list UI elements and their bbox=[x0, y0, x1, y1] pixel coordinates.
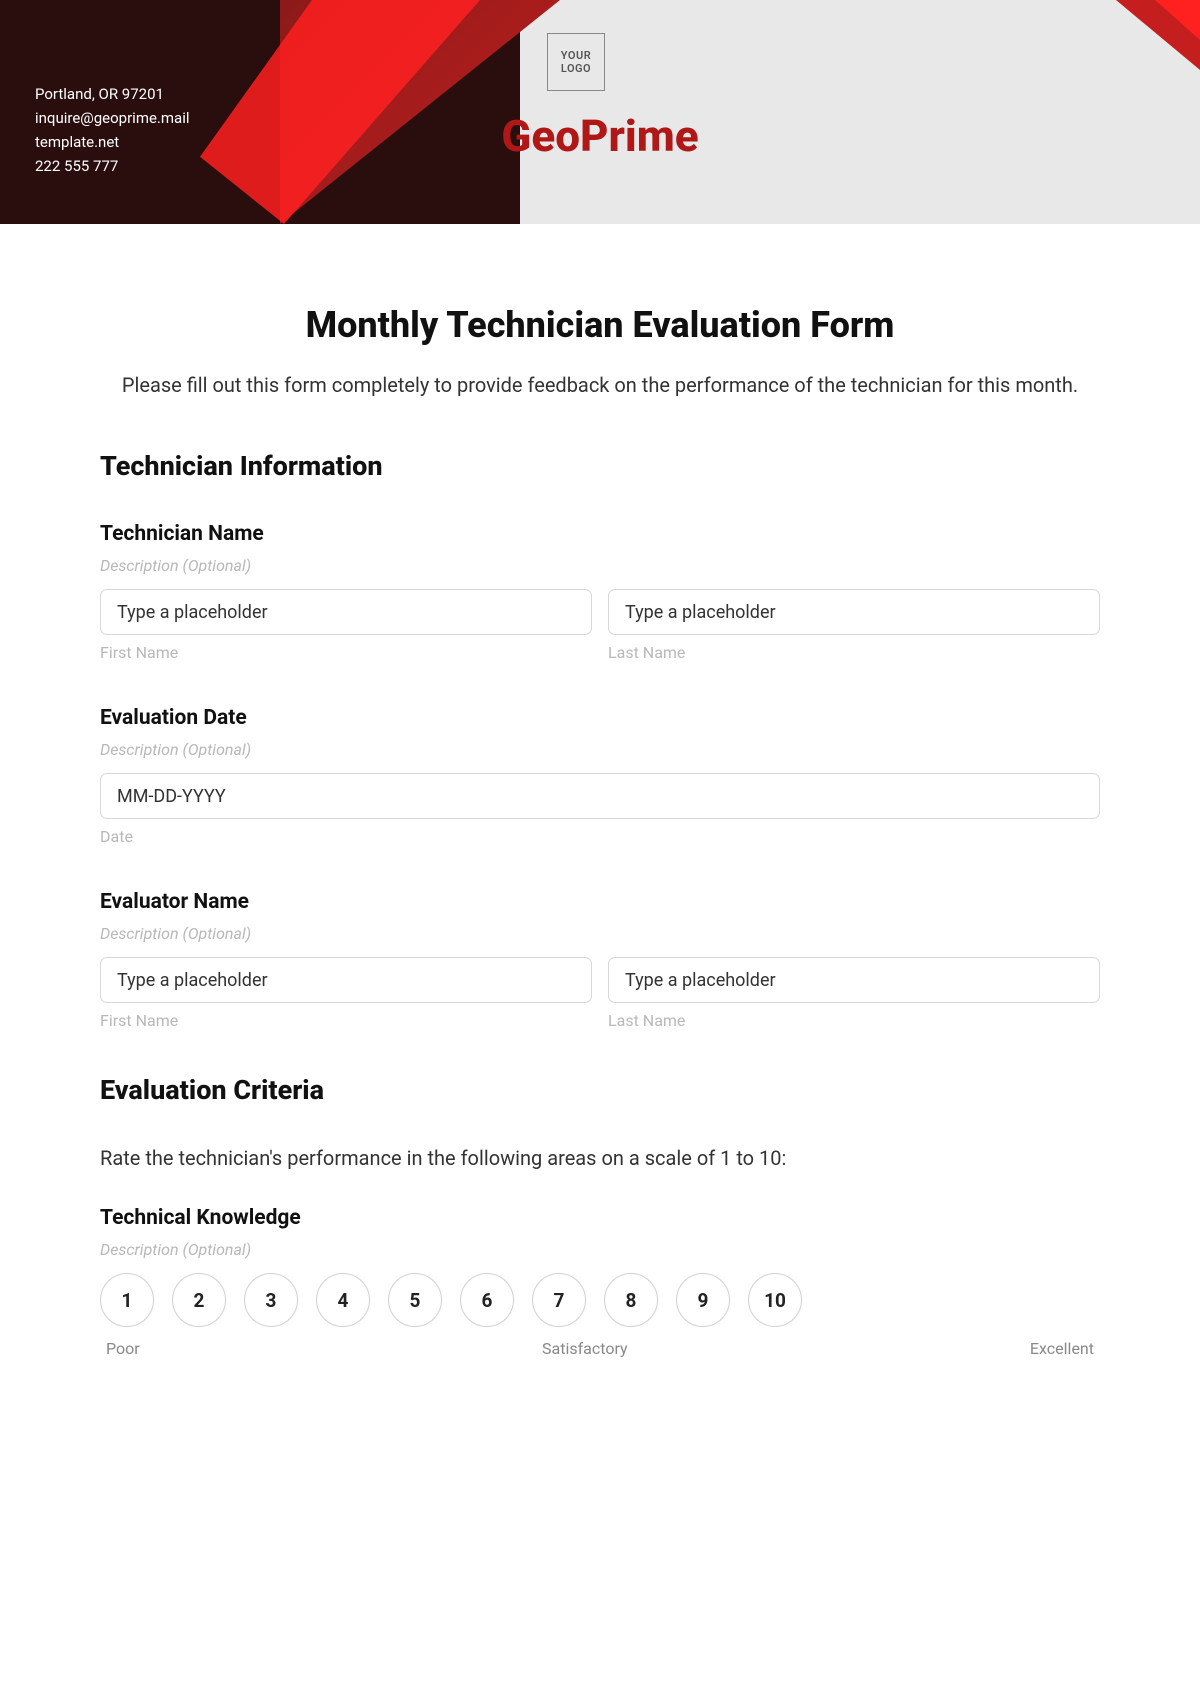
field-evaluation-date: Evaluation Date Description (Optional) D… bbox=[100, 706, 1100, 846]
page-header: Portland, OR 97201 inquire@geoprime.mail… bbox=[0, 0, 1200, 224]
form-description: Please fill out this form completely to … bbox=[100, 370, 1100, 400]
rating-4[interactable]: 4 bbox=[316, 1273, 370, 1327]
eval-date-sublabel: Date bbox=[100, 827, 1100, 846]
scale-low: Poor bbox=[106, 1339, 140, 1358]
contact-info: Portland, OR 97201 inquire@geoprime.mail… bbox=[35, 82, 190, 178]
evaluator-last-name-input[interactable] bbox=[608, 957, 1100, 1003]
eval-date-input[interactable] bbox=[100, 773, 1100, 819]
evaluator-name-label: Evaluator Name bbox=[100, 890, 1100, 914]
evaluator-first-name-sublabel: First Name bbox=[100, 1011, 592, 1030]
tech-last-name-sublabel: Last Name bbox=[608, 643, 1100, 662]
tech-first-name-input[interactable] bbox=[100, 589, 592, 635]
contact-phone: 222 555 777 bbox=[35, 154, 190, 178]
tech-knowledge-hint: Description (Optional) bbox=[100, 1240, 1100, 1259]
form-title: Monthly Technician Evaluation Form bbox=[100, 304, 1100, 346]
eval-date-label: Evaluation Date bbox=[100, 706, 1100, 730]
evaluator-last-name-sublabel: Last Name bbox=[608, 1011, 1100, 1030]
tech-knowledge-label: Technical Knowledge bbox=[100, 1206, 1100, 1230]
logo-placeholder: YOUR LOGO bbox=[547, 33, 605, 91]
tech-name-label: Technician Name bbox=[100, 522, 1100, 546]
eval-date-hint: Description (Optional) bbox=[100, 740, 1100, 759]
contact-website: template.net bbox=[35, 130, 190, 154]
form-content: Monthly Technician Evaluation Form Pleas… bbox=[0, 224, 1200, 1442]
rating-scale-labels: Poor Satisfactory Excellent bbox=[100, 1339, 1100, 1358]
tech-first-name-sublabel: First Name bbox=[100, 643, 592, 662]
rating-8[interactable]: 8 bbox=[604, 1273, 658, 1327]
rating-6[interactable]: 6 bbox=[460, 1273, 514, 1327]
rating-3[interactable]: 3 bbox=[244, 1273, 298, 1327]
scale-mid: Satisfactory bbox=[542, 1339, 628, 1358]
section-tech-info-title: Technician Information bbox=[100, 450, 1100, 482]
tech-last-name-input[interactable] bbox=[608, 589, 1100, 635]
scale-high: Excellent bbox=[1030, 1339, 1094, 1358]
rating-10[interactable]: 10 bbox=[748, 1273, 802, 1327]
field-evaluator-name: Evaluator Name Description (Optional) Fi… bbox=[100, 890, 1100, 1030]
contact-address: Portland, OR 97201 bbox=[35, 82, 190, 106]
tech-name-hint: Description (Optional) bbox=[100, 556, 1100, 575]
contact-email: inquire@geoprime.mail bbox=[35, 106, 190, 130]
evaluator-first-name-input[interactable] bbox=[100, 957, 592, 1003]
section-criteria-desc: Rate the technician's performance in the… bbox=[100, 1146, 1100, 1170]
evaluator-name-hint: Description (Optional) bbox=[100, 924, 1100, 943]
rating-1[interactable]: 1 bbox=[100, 1273, 154, 1327]
field-technical-knowledge: Technical Knowledge Description (Optiona… bbox=[100, 1206, 1100, 1358]
section-criteria-title: Evaluation Criteria bbox=[100, 1074, 1100, 1106]
rating-9[interactable]: 9 bbox=[676, 1273, 730, 1327]
rating-2[interactable]: 2 bbox=[172, 1273, 226, 1327]
rating-5[interactable]: 5 bbox=[388, 1273, 442, 1327]
rating-7[interactable]: 7 bbox=[532, 1273, 586, 1327]
field-technician-name: Technician Name Description (Optional) F… bbox=[100, 522, 1100, 662]
rating-row: 1 2 3 4 5 6 7 8 9 10 bbox=[100, 1273, 1100, 1327]
